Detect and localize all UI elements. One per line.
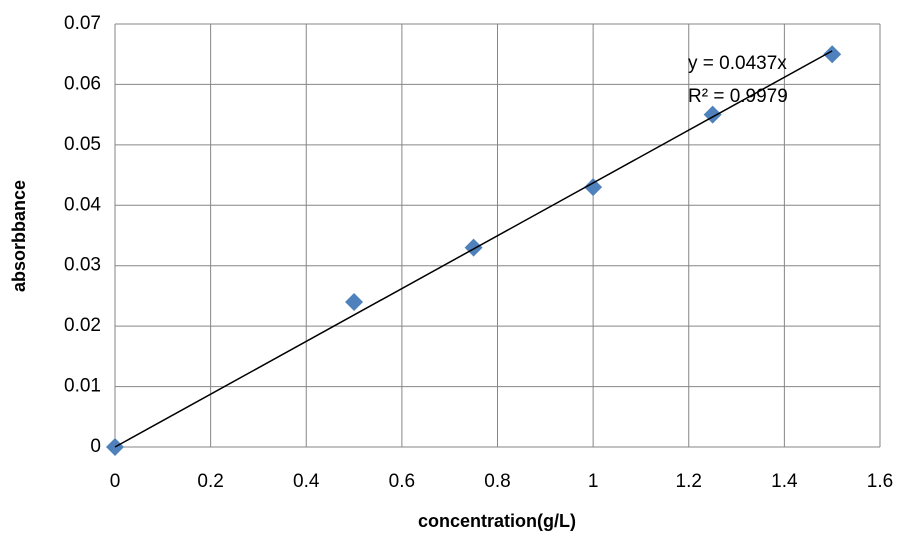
y-tick-label: 0.07 [64, 13, 101, 34]
x-tick-label: 1.2 [676, 471, 702, 492]
y-tick-label: 0.01 [64, 376, 101, 397]
trendline-r-squared: R² = 0.9979 [688, 86, 788, 107]
y-tick-label: 0.06 [64, 73, 101, 94]
y-tick-label: 0.03 [64, 255, 101, 276]
x-axis-title: concentration(g/L) [418, 511, 576, 531]
data-point [584, 178, 603, 197]
data-point [823, 45, 842, 64]
data-point [464, 238, 483, 257]
y-axis-title: absorbbance [9, 180, 29, 292]
x-tick-label: 1.4 [771, 471, 798, 492]
x-tick-label: 1.6 [867, 471, 893, 492]
x-tick-label: 0.2 [197, 471, 223, 492]
y-tick-label: 0.04 [64, 194, 101, 215]
x-tick-label: 1 [588, 471, 599, 492]
x-tick-label: 0.6 [389, 471, 415, 492]
x-tick-label: 0 [110, 471, 121, 492]
y-tick-label: 0.02 [64, 315, 101, 336]
trendline-equation: y = 0.0437x [688, 53, 787, 74]
x-tick-label: 0.8 [484, 471, 510, 492]
data-point [345, 292, 364, 311]
trendline [114, 50, 833, 448]
x-tick-label: 0.4 [293, 471, 320, 492]
y-tick-label: 0.05 [64, 134, 101, 155]
y-tick-label: 0 [90, 436, 101, 457]
